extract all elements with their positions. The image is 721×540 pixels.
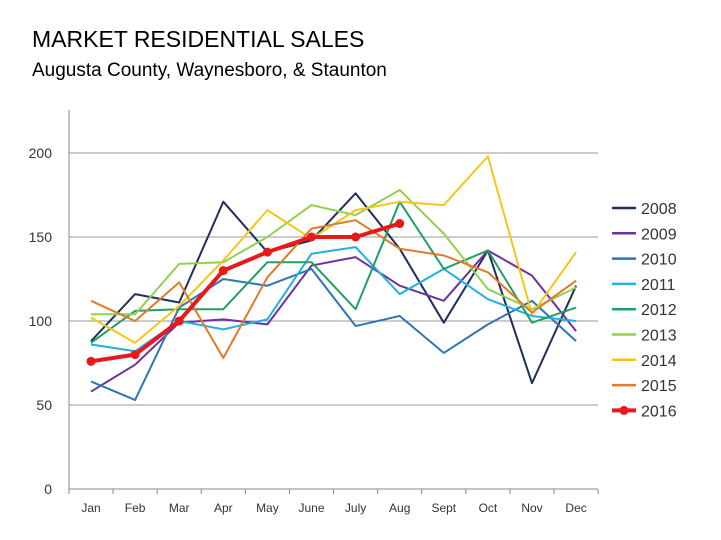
series-line-2012	[90, 200, 577, 344]
legend-label-2013: 2013	[641, 328, 677, 345]
x-tick-label: Nov	[521, 501, 542, 515]
legend-label-2012: 2012	[641, 302, 677, 319]
legend-label-2016: 2016	[641, 403, 677, 420]
series-line-2015	[90, 219, 577, 359]
legend-label-2009: 2009	[641, 226, 677, 243]
y-tick-label: 50	[36, 397, 52, 413]
x-tick-label: Oct	[479, 501, 498, 515]
data-point-2016	[395, 219, 405, 229]
x-tick-label: Aug	[389, 501, 410, 515]
legend-label-2010: 2010	[641, 252, 677, 269]
x-tick-label: July	[345, 501, 366, 515]
data-point-2016	[130, 350, 140, 360]
chart-subtitle: Augusta County, Waynesboro, & Staunton	[32, 60, 387, 81]
legend-label-2011: 2011	[641, 277, 676, 294]
x-tick-label: Apr	[214, 501, 233, 515]
x-tick-label: Dec	[565, 501, 586, 515]
series-line-2009	[90, 249, 577, 393]
x-tick-label: May	[256, 501, 279, 515]
data-point-2016	[174, 316, 184, 326]
series-line-2010	[90, 267, 577, 401]
x-tick-label: Jan	[81, 501, 100, 515]
legend-label-2015: 2015	[641, 378, 677, 395]
data-point-2016	[218, 266, 228, 276]
legend-marker-2016	[619, 405, 629, 415]
series-line-2008	[90, 192, 578, 385]
y-tick-label: 200	[29, 145, 53, 161]
y-tick-label: 150	[29, 229, 53, 245]
series-line-2016	[90, 221, 401, 364]
x-tick-label: Feb	[125, 501, 146, 515]
data-point-2016	[262, 247, 272, 257]
legend-label-2014: 2014	[641, 353, 677, 370]
y-tick-label: 100	[29, 313, 53, 329]
data-point-2016	[307, 232, 316, 242]
legend-label-2008: 2008	[641, 201, 677, 218]
y-tick-label: 0	[44, 481, 52, 497]
series-line-2013	[91, 188, 577, 316]
data-point-2016	[86, 356, 96, 366]
chart-title: MARKET RESIDENTIAL SALES	[32, 26, 365, 52]
data-point-2016	[351, 232, 361, 242]
x-tick-label: Sept	[431, 501, 456, 515]
x-tick-label: June	[298, 501, 324, 515]
x-tick-label: Mar	[169, 501, 190, 515]
